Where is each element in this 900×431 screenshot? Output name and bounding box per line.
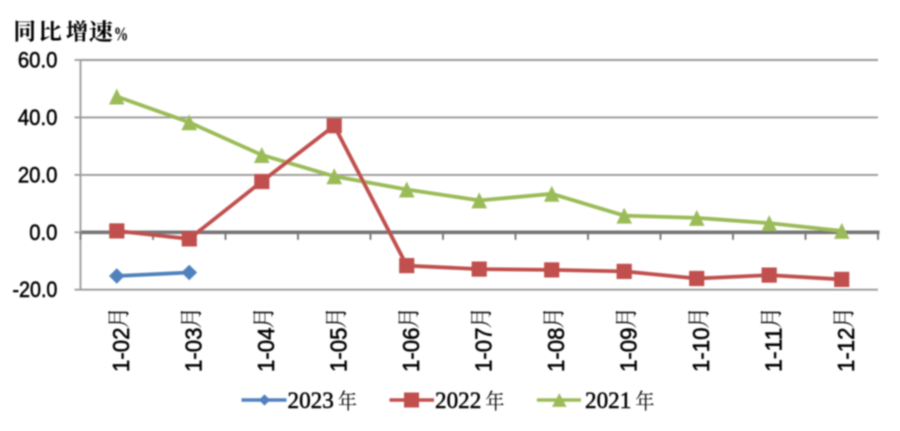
svg-text:1-08: 1-08 <box>543 328 569 373</box>
svg-text:20.0: 20.0 <box>18 162 58 187</box>
svg-text:1-04: 1-04 <box>253 327 279 372</box>
svg-text:2022: 2022 <box>435 388 481 413</box>
svg-text:1-07: 1-07 <box>471 328 497 373</box>
svg-text:1-06: 1-06 <box>398 328 424 373</box>
svg-text:1-05: 1-05 <box>326 328 352 373</box>
svg-text:0.0: 0.0 <box>29 220 57 245</box>
svg-text:2021: 2021 <box>585 388 631 413</box>
svg-text:1-11: 1-11 <box>761 328 787 373</box>
svg-text:-20.0: -20.0 <box>13 277 58 302</box>
svg-text:1-03: 1-03 <box>181 328 207 373</box>
svg-text:1-09: 1-09 <box>616 328 642 373</box>
svg-text:1-02: 1-02 <box>108 328 134 373</box>
svg-text:1-12: 1-12 <box>833 328 859 373</box>
svg-text:60.0: 60.0 <box>18 48 58 73</box>
svg-text:%: % <box>114 23 129 45</box>
svg-text:1-10: 1-10 <box>688 328 714 373</box>
svg-text:40.0: 40.0 <box>18 105 58 130</box>
svg-text:2023: 2023 <box>288 388 334 413</box>
